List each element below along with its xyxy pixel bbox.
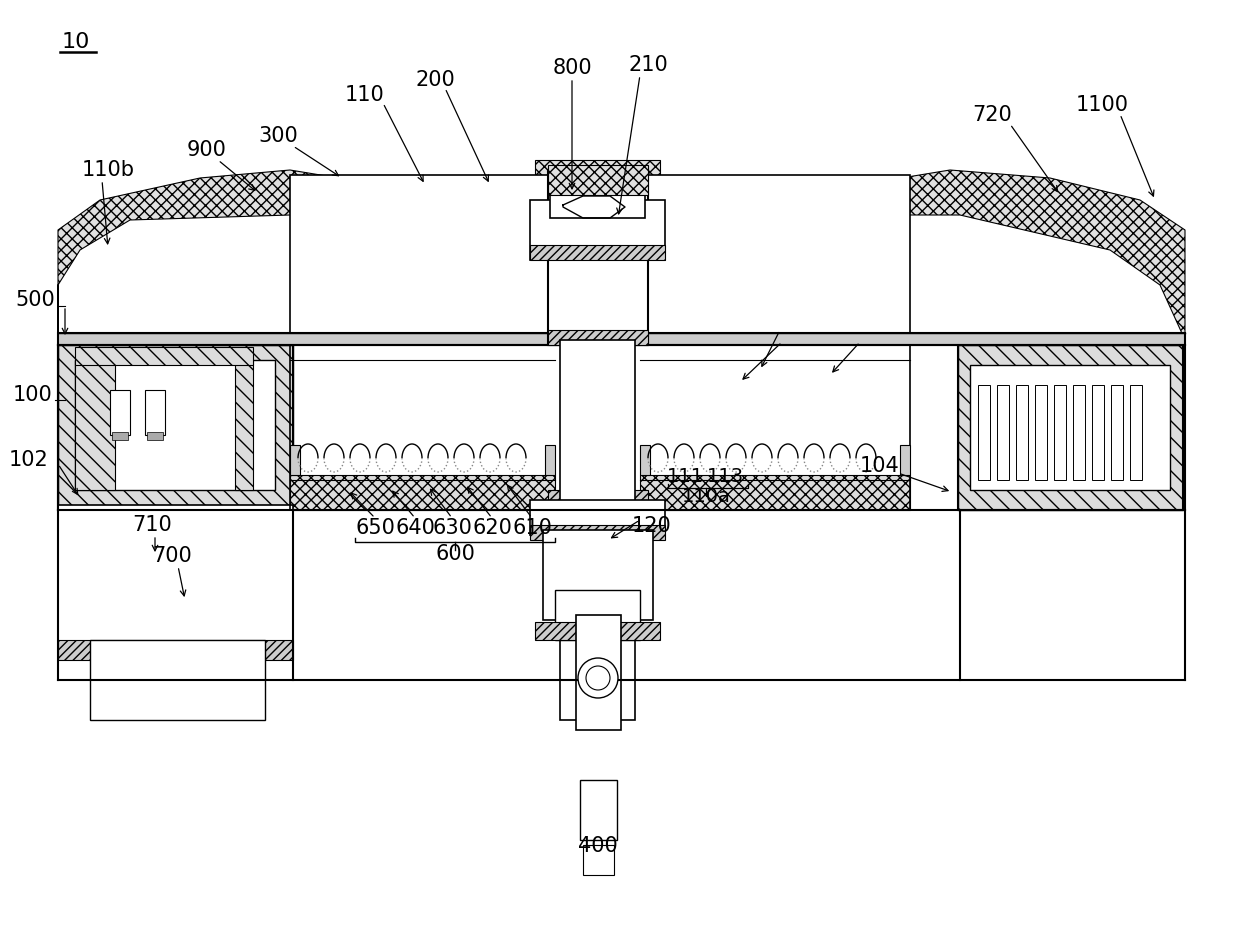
Text: 110a: 110a (682, 487, 730, 507)
Bar (58, 345, 293, 510)
Text: 800: 800 (552, 58, 591, 78)
Text: 720: 720 (972, 105, 1012, 125)
Bar (74, 347, 253, 365)
Bar (640, 475, 910, 510)
Bar (548, 170, 649, 345)
Text: 300: 300 (258, 126, 298, 146)
Text: 113: 113 (707, 467, 744, 485)
Text: 700: 700 (153, 546, 192, 566)
Bar (1111, 385, 1123, 480)
Bar (577, 615, 621, 730)
Bar (543, 530, 653, 620)
Bar (58, 505, 293, 660)
Bar (959, 345, 1183, 510)
Bar (290, 475, 556, 510)
Text: 210: 210 (629, 55, 668, 75)
Text: 710: 710 (133, 515, 172, 535)
Text: 110: 110 (345, 85, 384, 105)
Bar (548, 490, 649, 505)
Text: 500: 500 (15, 290, 55, 310)
Bar (58, 345, 293, 510)
Bar (91, 640, 265, 720)
Bar (148, 432, 162, 440)
Bar (1054, 385, 1066, 480)
Bar (1073, 385, 1085, 480)
Bar (1016, 385, 1028, 480)
Bar (997, 385, 1009, 480)
Text: 104: 104 (861, 456, 900, 476)
Text: 650: 650 (355, 518, 394, 538)
Text: 400: 400 (578, 836, 618, 856)
Bar (546, 445, 556, 475)
Bar (560, 340, 635, 720)
Bar (236, 360, 253, 490)
Text: 640: 640 (396, 518, 435, 538)
Bar (548, 330, 649, 345)
Text: 110b: 110b (82, 160, 135, 180)
Bar (112, 432, 128, 440)
Bar (110, 390, 130, 435)
Text: 900: 900 (187, 140, 227, 160)
Bar (290, 445, 300, 475)
Bar (978, 385, 990, 480)
Bar (145, 390, 165, 435)
Bar (970, 365, 1171, 490)
Bar (529, 200, 665, 260)
Bar (529, 500, 665, 535)
Bar (529, 525, 665, 540)
Bar (430, 200, 556, 260)
Text: 100: 100 (12, 385, 52, 405)
Text: 600: 600 (435, 544, 475, 564)
Bar (1130, 385, 1142, 480)
Text: 102: 102 (9, 450, 48, 470)
Bar (58, 640, 293, 660)
Text: 10: 10 (62, 32, 91, 52)
Polygon shape (58, 170, 430, 340)
Text: 630: 630 (432, 518, 472, 538)
Bar (529, 245, 665, 260)
Text: 120: 120 (632, 516, 672, 536)
Text: 610: 610 (512, 518, 552, 538)
Bar (583, 845, 614, 875)
Polygon shape (810, 170, 1185, 340)
Bar (556, 590, 640, 640)
Bar (900, 445, 910, 475)
Bar (58, 333, 1185, 345)
Bar (74, 360, 275, 490)
Circle shape (578, 658, 618, 698)
Bar (548, 165, 649, 195)
Bar (534, 160, 660, 205)
Bar (640, 175, 910, 345)
Bar (580, 780, 618, 840)
Bar (1035, 385, 1047, 480)
Text: 111: 111 (666, 467, 703, 485)
Circle shape (587, 666, 610, 690)
Bar (290, 175, 556, 345)
Bar (551, 193, 645, 218)
Text: 620: 620 (472, 518, 512, 538)
Text: 1100: 1100 (1075, 95, 1128, 115)
Bar (640, 445, 650, 475)
Text: 200: 200 (415, 70, 455, 90)
Bar (1092, 385, 1104, 480)
Bar (74, 360, 115, 490)
Bar (959, 345, 1183, 510)
Bar (660, 200, 810, 260)
Bar (534, 622, 660, 640)
